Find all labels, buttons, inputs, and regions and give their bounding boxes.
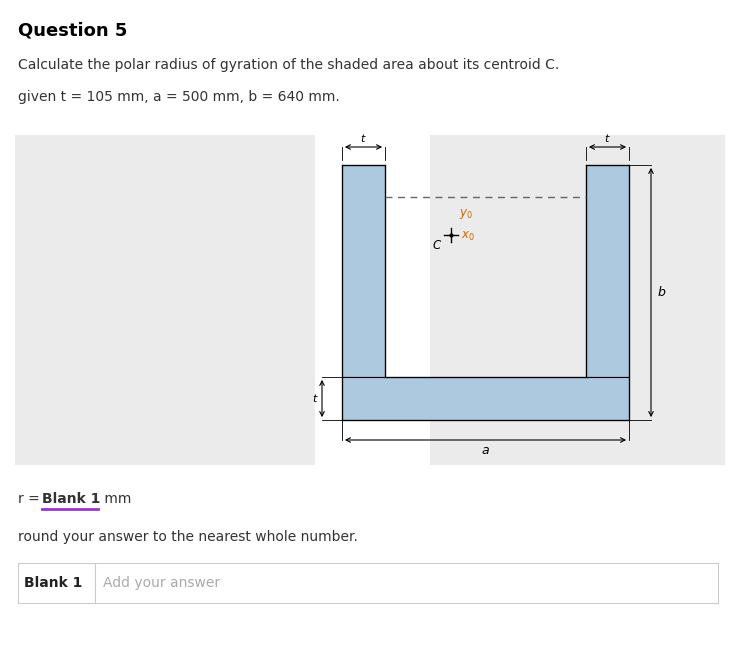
Text: Calculate the polar radius of gyration of the shaded area about its centroid C.: Calculate the polar radius of gyration o…	[18, 58, 559, 72]
Bar	[586, 165, 629, 377]
Bar	[342, 377, 629, 420]
Bar	[15, 135, 315, 465]
Text: Add your answer: Add your answer	[103, 576, 220, 590]
Text: Blank 1: Blank 1	[42, 492, 101, 506]
Text: r =: r =	[18, 492, 44, 506]
Text: $y_0$: $y_0$	[459, 207, 473, 221]
Bar	[342, 165, 385, 377]
Bar	[430, 135, 725, 465]
Text: $t$: $t$	[360, 132, 367, 144]
Text: $a$: $a$	[481, 444, 490, 457]
Text: $t$: $t$	[604, 132, 611, 144]
Text: $x_0$: $x_0$	[461, 230, 475, 243]
Bar	[18, 563, 718, 603]
Text: given t = 105 mm, a = 500 mm, b = 640 mm.: given t = 105 mm, a = 500 mm, b = 640 mm…	[18, 90, 340, 104]
Text: Blank 1: Blank 1	[24, 576, 82, 590]
Text: round your answer to the nearest whole number.: round your answer to the nearest whole n…	[18, 530, 358, 544]
Text: $C$: $C$	[432, 239, 442, 252]
Text: Question 5: Question 5	[18, 22, 127, 40]
Text: mm: mm	[100, 492, 132, 506]
Text: $t$: $t$	[312, 393, 319, 404]
Text: $b$: $b$	[657, 285, 667, 300]
